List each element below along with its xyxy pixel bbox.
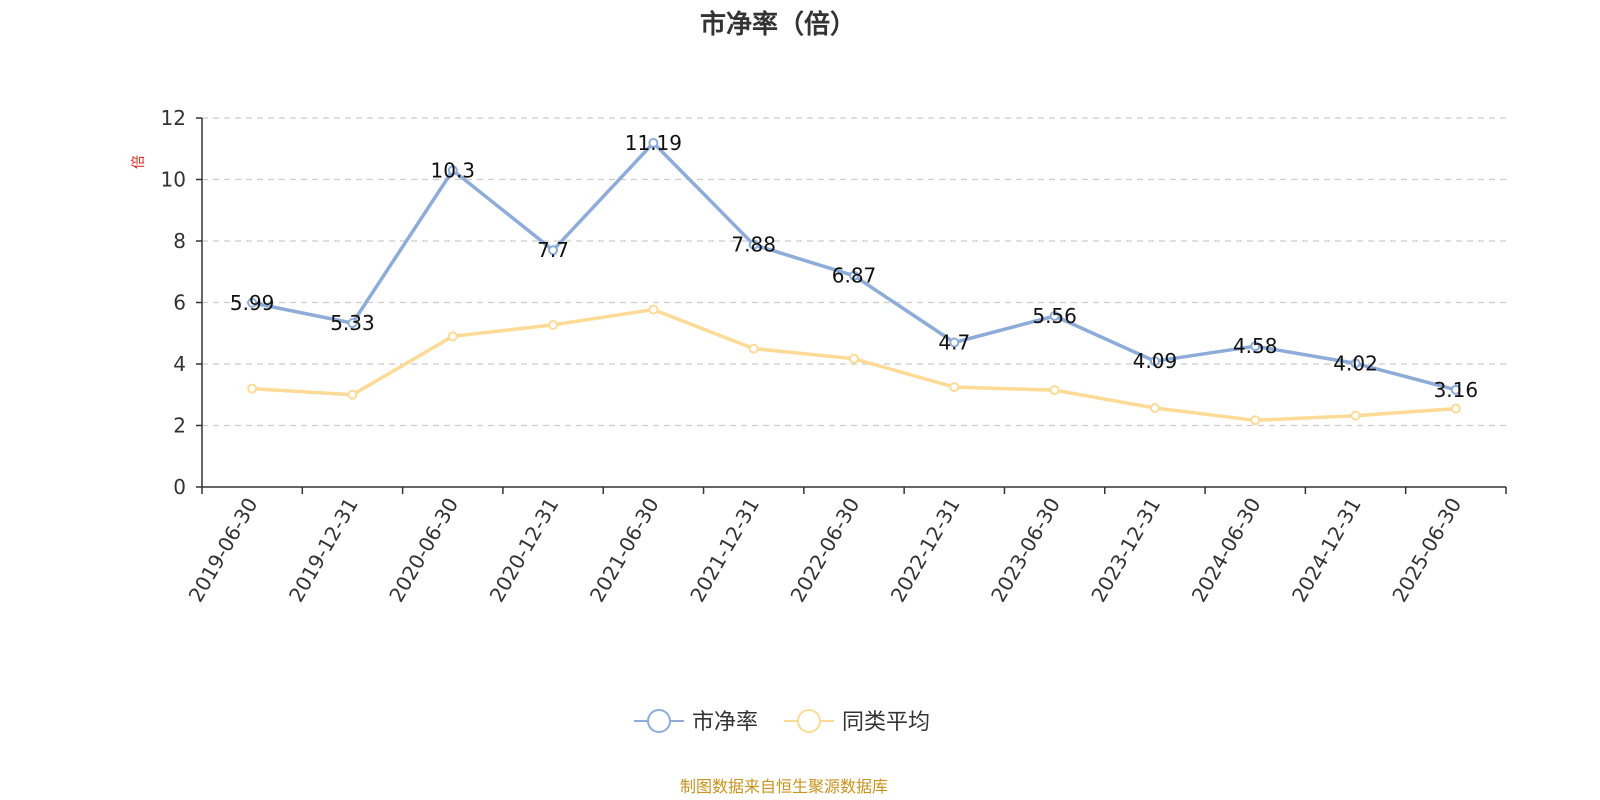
data-point [1250, 341, 1261, 352]
data-point [949, 337, 960, 348]
data-point [1049, 385, 1060, 396]
data-label: 3.16 [1434, 378, 1479, 402]
chart-title: 市净率（倍） [700, 9, 856, 40]
data-point [1250, 415, 1261, 426]
data-point [1149, 356, 1160, 367]
data-label: 5.56 [1032, 304, 1077, 328]
x-tick-label: 2021-12-31 [685, 494, 764, 607]
y-tick-label: 8 [173, 229, 186, 253]
y-axis-label: 倍 [131, 155, 147, 169]
data-point [648, 304, 659, 315]
x-tick-label: 2023-06-30 [986, 494, 1065, 607]
data-point [648, 137, 659, 148]
data-point [1350, 358, 1361, 369]
x-tick-label: 2021-06-30 [585, 494, 664, 607]
data-point [849, 270, 859, 281]
data-point [447, 331, 458, 342]
data-point [347, 318, 358, 329]
data-point [1149, 402, 1160, 413]
x-axis-ticks: 2019-06-30 2019-12-31 2020-06-30 2020-12-31… [184, 487, 1507, 607]
legend[interactable]: 市净率 同类平均 [634, 709, 930, 735]
series-lines [247, 137, 1461, 426]
data-point [1350, 410, 1361, 421]
legend-marker-0 [647, 709, 671, 733]
data-label: 4.58 [1233, 334, 1278, 358]
x-tick-label: 2024-12-31 [1287, 494, 1366, 607]
x-tick-label: 2023-12-31 [1086, 494, 1165, 607]
data-point [1450, 384, 1461, 395]
data-label: 11.19 [625, 131, 682, 155]
legend-label-0: 市净率 [692, 710, 758, 735]
data-label: 5.99 [230, 291, 275, 315]
data-label: 7.7 [537, 238, 569, 262]
x-tick-label: 2019-06-30 [184, 494, 263, 607]
data-label: 4.09 [1133, 349, 1178, 373]
data-label: 6.87 [832, 264, 877, 288]
y-tick-label: 12 [161, 106, 186, 130]
data-point [748, 343, 759, 354]
x-tick-label: 2022-06-30 [785, 494, 864, 607]
data-point [247, 383, 258, 394]
y-axis-ticks: 0 2 4 6 8 10 12 [161, 106, 202, 499]
data-point [1049, 311, 1060, 322]
data-label: 4.7 [938, 330, 970, 354]
x-tick-label: 2025-06-30 [1387, 494, 1466, 607]
data-point [447, 165, 458, 176]
x-tick-label: 2020-06-30 [384, 494, 463, 607]
data-label: 10.3 [431, 158, 476, 182]
x-tick-label: 2022-12-31 [886, 493, 965, 606]
x-tick-label: 2024-06-30 [1187, 494, 1266, 607]
data-label: 5.33 [330, 311, 375, 335]
data-point [347, 389, 358, 400]
data-point [849, 353, 859, 364]
source-note: 制图数据来自恒生聚源数据库 [680, 777, 888, 796]
data-point [548, 319, 559, 330]
data-point [548, 245, 559, 256]
x-tick-label: 2019-12-31 [284, 494, 363, 607]
y-tick-label: 10 [161, 168, 186, 192]
legend-label-1: 同类平均 [842, 710, 930, 735]
x-tick-label: 2020-12-31 [485, 494, 564, 607]
data-label: 4.02 [1333, 351, 1378, 375]
y-tick-label: 2 [173, 414, 186, 438]
axes [201, 118, 1506, 488]
data-label: 7.88 [731, 233, 776, 257]
data-point [247, 297, 258, 308]
data-point [949, 382, 960, 393]
legend-marker-1 [797, 709, 821, 733]
data-labels: 5.99 5.33 10.3 7.7 11.19 7.88 6.87 4.7 5.56 4.09 4… [230, 131, 1478, 402]
series-line-1 [252, 307, 1456, 423]
data-point [748, 239, 759, 250]
y-tick-label: 4 [173, 352, 186, 376]
data-point [1450, 403, 1461, 414]
grid-lines [202, 117, 1506, 427]
y-tick-label: 0 [173, 475, 186, 499]
y-tick-label: 6 [173, 291, 186, 315]
